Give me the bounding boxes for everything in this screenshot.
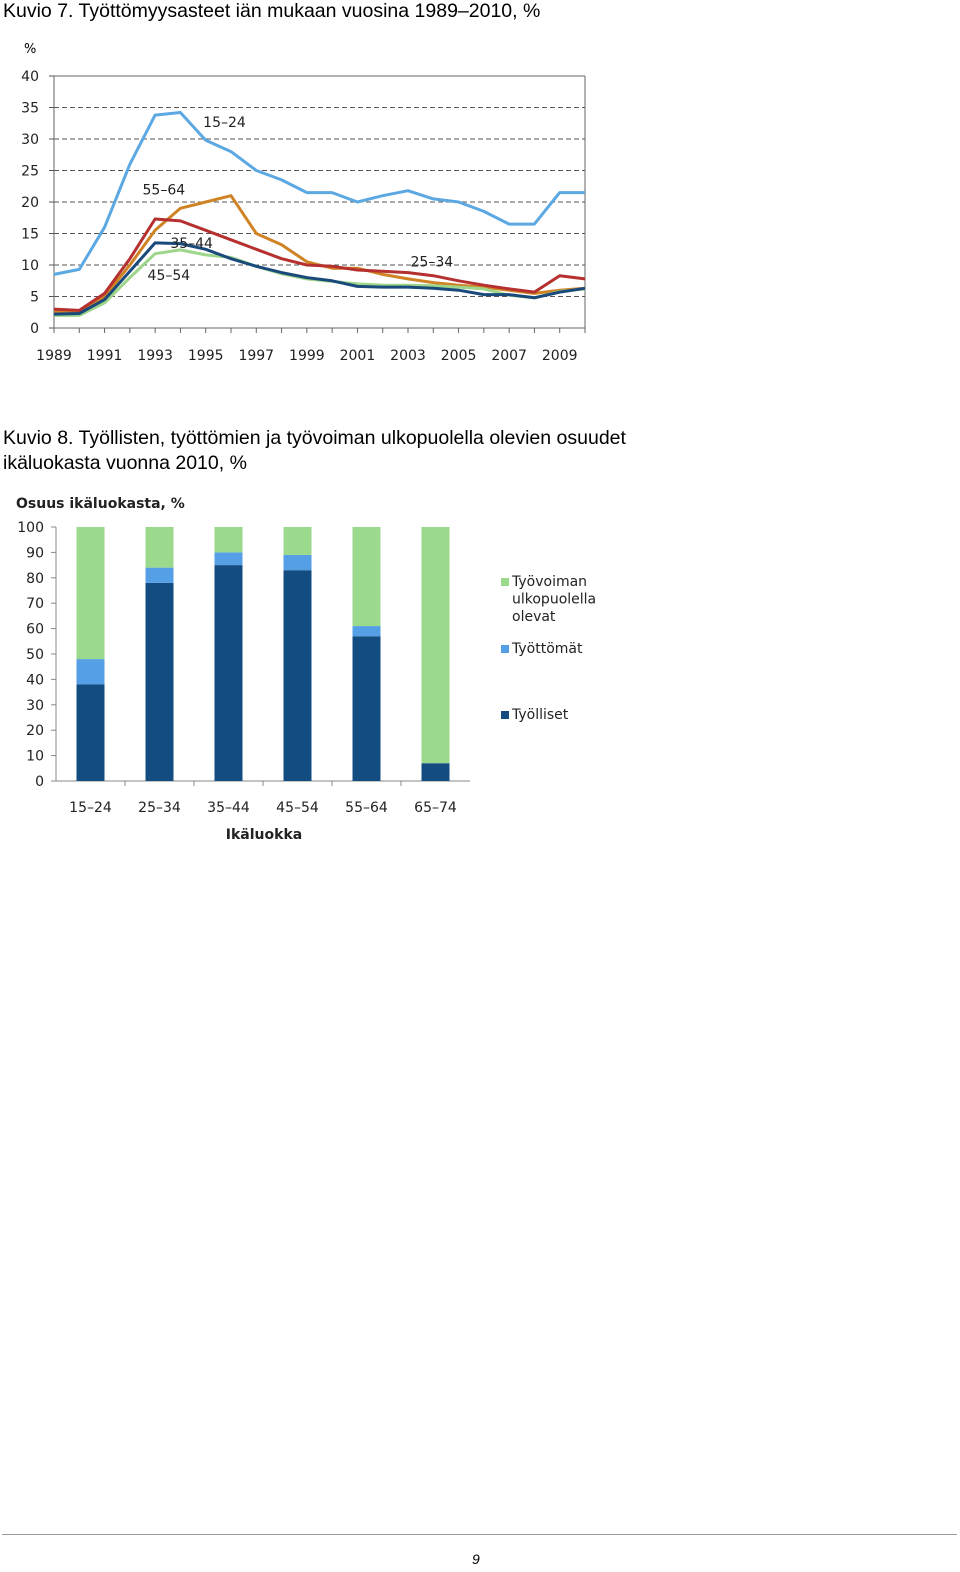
x-tick-label: 35–44 bbox=[207, 800, 250, 816]
y-tick-label: 10 bbox=[21, 258, 39, 274]
y-axis-unit-label: % bbox=[24, 42, 36, 57]
bar-segment bbox=[421, 763, 450, 781]
y-tick-label: 30 bbox=[26, 698, 44, 714]
series-label: 55–64 bbox=[143, 182, 186, 198]
y-tick-labels: 0 10 20 30 40 50 60 70 80 90 100 bbox=[17, 520, 44, 790]
series-lines bbox=[53, 111, 586, 317]
stacked-bars bbox=[76, 527, 450, 781]
x-tick-label: 2001 bbox=[340, 348, 376, 364]
footer-divider bbox=[2, 1534, 957, 1535]
bar-segment bbox=[214, 527, 243, 553]
y-tick-label: 20 bbox=[21, 195, 39, 211]
series-label: 25–34 bbox=[411, 254, 454, 270]
y-tick-label: 50 bbox=[26, 647, 44, 663]
bar-segment bbox=[214, 565, 243, 781]
bar-segment bbox=[421, 527, 450, 764]
line-chart-unemployment-rates: 0 5 10 15 20 25 30 35 40 1989 1991 1993 1995 1997 199… bbox=[21, 42, 586, 364]
bar-segment bbox=[283, 554, 312, 571]
y-tick-label: 0 bbox=[30, 321, 39, 337]
legend-label: Työvoiman bbox=[511, 574, 587, 590]
series-label: 35–44 bbox=[170, 236, 213, 252]
axes bbox=[53, 75, 586, 333]
x-tick-labels: 15–24 25–34 35–44 45–54 55–64 65–74 bbox=[69, 800, 457, 816]
bar-segment bbox=[283, 570, 312, 781]
bar-segment bbox=[283, 527, 312, 555]
y-tick-label: 40 bbox=[26, 672, 44, 688]
bar-segment bbox=[352, 626, 381, 637]
legend-label: Työttömät bbox=[511, 641, 583, 657]
series-label: 15–24 bbox=[203, 115, 246, 131]
y-tick-label: 70 bbox=[26, 596, 44, 612]
y-tick-label: 0 bbox=[35, 774, 44, 790]
y-tick-marks bbox=[51, 526, 470, 786]
x-tick-label: 65–74 bbox=[414, 800, 457, 816]
y-tick-label: 15 bbox=[21, 227, 39, 243]
y-tick-label: 40 bbox=[21, 69, 39, 85]
series-label: 45–54 bbox=[148, 268, 191, 284]
bar-segment bbox=[76, 659, 105, 685]
x-tick-label: 2003 bbox=[390, 348, 426, 364]
x-tick-label: 2005 bbox=[441, 348, 477, 364]
legend-label: Työlliset bbox=[511, 707, 569, 723]
y-tick-label: 100 bbox=[17, 520, 44, 536]
y-tick-labels: 0 5 10 15 20 25 30 35 40 bbox=[21, 69, 39, 337]
y-tick-label: 80 bbox=[26, 571, 44, 587]
x-tick-label: 1993 bbox=[137, 348, 173, 364]
x-tick-labels: 1989 1991 1993 1995 1997 1999 2001 2003 2005 2007… bbox=[36, 348, 577, 364]
bar-segment bbox=[145, 567, 174, 583]
legend-swatch bbox=[501, 645, 509, 653]
x-tick-label: 25–34 bbox=[138, 800, 181, 816]
y-tick-label: 60 bbox=[26, 622, 44, 638]
legend-label: ulkopuolella bbox=[512, 592, 596, 608]
series-line bbox=[53, 111, 585, 276]
y-tick-label: 5 bbox=[30, 290, 39, 306]
x-axis-label: Ikäluokka bbox=[226, 827, 302, 843]
x-tick-label: 1995 bbox=[188, 348, 224, 364]
x-tick-label: 45–54 bbox=[276, 800, 319, 816]
bar-segment bbox=[352, 527, 381, 627]
bar-segment bbox=[76, 527, 105, 660]
series-labels: 15–24 25–34 35–44 45–54 55–64 bbox=[143, 115, 454, 284]
y-tick-label: 35 bbox=[21, 101, 39, 117]
bar-segment bbox=[352, 636, 381, 781]
x-tick-label: 15–24 bbox=[69, 800, 112, 816]
bar-segment bbox=[76, 684, 105, 781]
x-tick-label: 1991 bbox=[87, 348, 123, 364]
x-tick-label: 1999 bbox=[289, 348, 325, 364]
figure-7-caption: Kuvio 7. Työttömyysasteet iän mukaan vuo… bbox=[3, 0, 541, 22]
bar-segment bbox=[214, 552, 243, 566]
y-tick-label: 90 bbox=[26, 545, 44, 561]
figure-8-caption: Kuvio 8. Työllisten, työttömien ja työvo… bbox=[3, 427, 626, 474]
x-tick-label: 1997 bbox=[238, 348, 274, 364]
x-tick-label: 2009 bbox=[542, 348, 578, 364]
stacked-bar-chart-age-shares: Osuus ikäluokasta, % 0 10 20 30 40 50 60 70 80 90… bbox=[16, 496, 596, 843]
chart-title: Osuus ikäluokasta, % bbox=[16, 496, 185, 512]
series-line bbox=[53, 241, 586, 316]
y-tick-label: 25 bbox=[21, 164, 39, 180]
bar-segment bbox=[145, 582, 174, 781]
y-tick-label: 30 bbox=[21, 132, 39, 148]
legend-swatch bbox=[501, 711, 509, 719]
y-tick-label: 10 bbox=[26, 749, 44, 765]
page-number: 9 bbox=[472, 1551, 480, 1567]
legend-swatch bbox=[501, 578, 509, 586]
series-line bbox=[53, 217, 586, 312]
x-tick-label: 2007 bbox=[491, 348, 527, 364]
x-tick-label: 1989 bbox=[36, 348, 72, 364]
legend-label: olevat bbox=[512, 609, 556, 625]
x-tick-label: 55–64 bbox=[345, 800, 388, 816]
y-tick-label: 20 bbox=[26, 723, 44, 739]
bar-segment bbox=[145, 527, 174, 568]
